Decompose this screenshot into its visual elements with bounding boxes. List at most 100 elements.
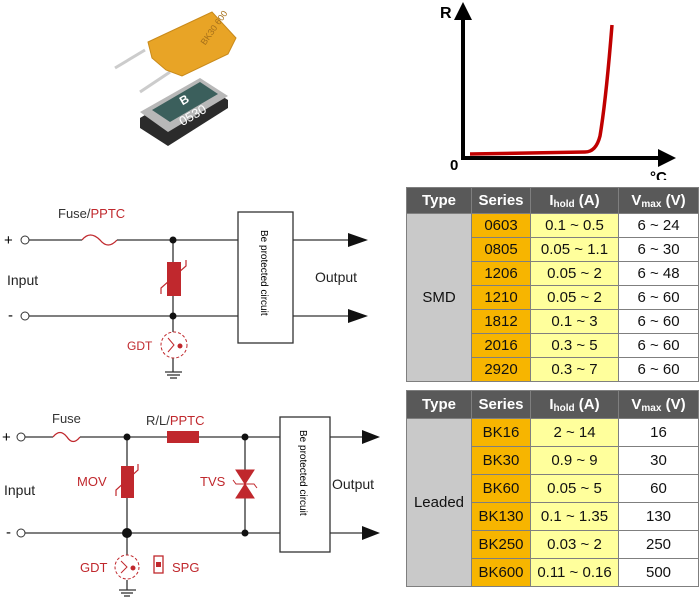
plus-label: + [2, 429, 11, 446]
series-cell: 0603 [471, 213, 531, 238]
smd-pptc-image: B 0530 [140, 78, 228, 146]
protected-circuit-box [237, 211, 294, 344]
header-series: Series [471, 390, 531, 419]
ihold-cell: 0.11 ~ 0.16 [530, 558, 619, 587]
ihold-cell: 2 ~ 14 [530, 418, 619, 447]
input-label: Input [4, 482, 35, 498]
vmax-cell: 6 ~ 60 [618, 357, 699, 382]
output-label: Output [332, 476, 374, 492]
rl-pptc-label: R/L/PPTC [146, 413, 205, 428]
ihold-cell: 0.05 ~ 2 [530, 261, 619, 286]
circuit-diagram-1: Be protected circuit + - Fuse/PPTC Input… [4, 206, 368, 379]
x-axis-arrow [658, 149, 676, 167]
circuit-diagram-2: Be protected circuit + - Fuse R/L/PPTC M… [2, 411, 380, 597]
series-cell: 2016 [471, 333, 531, 358]
input-plus-terminal [20, 235, 30, 245]
table-row: 0805 0.05 ~ 1.1 6 ~ 30 [407, 237, 699, 262]
vmax-cell: 6 ~ 48 [618, 261, 699, 286]
vmax-cell: 250 [618, 530, 699, 559]
minus-label: - [6, 524, 11, 541]
tvs-label: TVS [200, 474, 226, 489]
series-cell: 1210 [471, 285, 531, 310]
output-arrow-bottom [362, 526, 380, 540]
rt-curve [469, 24, 614, 156]
ihold-cell: 0.1 ~ 0.5 [530, 213, 619, 238]
output-arrow-bottom [348, 309, 368, 323]
vmax-cell: 30 [618, 446, 699, 475]
ihold-cell: 0.03 ~ 2 [530, 530, 619, 559]
y-axis-label: R [440, 5, 452, 22]
protected-circuit-label: Be protected circuit [258, 230, 269, 316]
series-cell: BK600 [471, 558, 531, 587]
leaded-pptc-image: BK30 600 [114, 9, 237, 94]
gdt-symbol [114, 554, 140, 580]
ihold-cell: 0.1 ~ 1.35 [530, 502, 619, 531]
vmax-cell: 6 ~ 30 [618, 237, 699, 262]
ihold-cell: 0.05 ~ 1.1 [530, 237, 619, 262]
table-row: Leaded BK16 2 ~ 14 16 [406, 418, 699, 587]
series-cell: BK130 [471, 502, 531, 531]
ihold-cell: 0.05 ~ 5 [530, 474, 619, 503]
vmax-cell: 6 ~ 60 [618, 309, 699, 334]
fuse-symbol [52, 431, 81, 443]
table-row: BK600 0.11 ~ 0.16 500 [407, 558, 699, 587]
table-row: BK30 0.9 ~ 9 30 [407, 446, 699, 475]
series-cell: BK30 [471, 446, 531, 475]
product-images: BK30 600 B 0530 [114, 9, 237, 146]
table-row: BK130 0.1 ~ 1.35 130 [407, 502, 699, 531]
table-row: SMD 0603 0.1 ~ 0.5 6 ~ 24 [406, 213, 699, 382]
type-cell: SMD [406, 213, 472, 382]
fuse-label: Fuse [52, 411, 81, 426]
tvs-symbol [232, 469, 258, 499]
header-vmax: Vmax (V) [618, 390, 699, 419]
header-type: Type [406, 390, 472, 419]
header-type: Type [406, 187, 472, 214]
header-vmax: Vmax (V) [618, 187, 699, 214]
ihold-cell: 0.1 ~ 3 [530, 309, 619, 334]
varistor-symbol [167, 262, 181, 296]
ihold-cell: 0.3 ~ 5 [530, 333, 619, 358]
mov-symbol [121, 466, 134, 498]
origin-label: 0 [450, 157, 458, 174]
vmax-cell: 500 [618, 558, 699, 587]
resistance-temperature-graph: R 0 °C [440, 2, 676, 180]
output-arrow-top [348, 233, 368, 247]
vmax-cell: 6 ~ 60 [618, 285, 699, 310]
header-ihold: Ihold (A) [530, 390, 619, 419]
input-plus-terminal [16, 432, 26, 442]
y-axis-arrow [454, 2, 472, 20]
smd-spec-table: Type Series Ihold (A) Vmax (V) SMD 0603 0.… [406, 187, 699, 382]
plus-label: + [4, 232, 13, 249]
gdt-label: GDT [80, 560, 108, 575]
leaded-spec-table: Type Series Ihold (A) Vmax (V) Leaded BK1… [406, 390, 699, 587]
spg-symbol [153, 555, 164, 574]
series-cell: BK16 [471, 418, 531, 447]
gdt-label: GDT [127, 339, 153, 353]
fuse-symbol [81, 234, 118, 246]
fuse-pptc-label: Fuse/PPTC [58, 206, 125, 221]
spg-label: SPG [172, 560, 199, 575]
input-minus-terminal [16, 528, 26, 538]
series-cell: 0805 [471, 237, 531, 262]
series-cell: 1812 [471, 309, 531, 334]
vmax-cell: 130 [618, 502, 699, 531]
x-axis-label: °C [650, 169, 667, 180]
ihold-cell: 0.9 ~ 9 [530, 446, 619, 475]
vmax-cell: 16 [618, 418, 699, 447]
gdt-symbol [160, 331, 188, 359]
output-arrow-top [362, 430, 380, 444]
output-label: Output [315, 269, 357, 285]
mov-label: MOV [77, 474, 107, 489]
series-cell: BK60 [471, 474, 531, 503]
vmax-cell: 6 ~ 60 [618, 333, 699, 358]
protected-circuit-label: Be protected circuit [297, 430, 308, 516]
type-cell: Leaded [406, 418, 472, 587]
vmax-cell: 60 [618, 474, 699, 503]
table-header-row: Type Series Ihold (A) Vmax (V) [406, 187, 699, 214]
header-series: Series [471, 187, 531, 214]
protected-circuit-box [279, 416, 331, 553]
